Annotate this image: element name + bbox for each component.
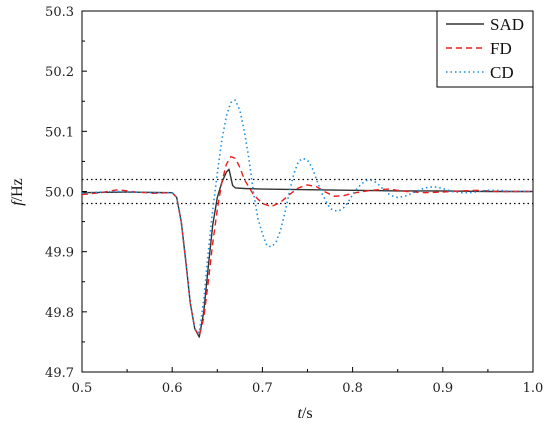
x-tick-label: 1.0 (523, 381, 544, 396)
series-line-fd (81, 155, 533, 337)
legend: SAD FD CD (436, 10, 534, 88)
x-tick-label: 0.6 (162, 381, 183, 396)
y-tick-label: 50.2 (45, 65, 74, 80)
y-tick-label: 49.8 (45, 306, 74, 321)
reference-lines (82, 178, 533, 205)
y-tick-label: 50.0 (45, 186, 74, 201)
series-line-sad (81, 168, 533, 338)
y-tick-label: 50.3 (45, 5, 74, 20)
x-tick-label: 0.7 (252, 381, 273, 396)
legend-label-sad: SAD (490, 15, 524, 34)
y-tick-label: 50.1 (45, 125, 74, 140)
y-tick-label: 49.9 (45, 246, 74, 261)
x-tick-label: 0.8 (342, 381, 363, 396)
legend-label-fd: FD (490, 39, 512, 58)
x-axis-title: t/s (297, 405, 312, 422)
x-tick-label: 0.9 (432, 381, 453, 396)
y-axis-title: f/Hz (9, 178, 26, 206)
y-tick-label: 49.7 (45, 366, 74, 381)
series-line-cd (81, 99, 533, 334)
x-tick-label: 0.5 (72, 381, 93, 396)
legend-label-cd: CD (490, 63, 514, 82)
x-axis-ticks: 0.5 0.6 0.7 0.8 0.9 1.0 (72, 367, 544, 396)
series-lines (81, 99, 533, 338)
y-axis-ticks: 49.7 49.8 49.9 50.0 50.1 50.2 50.3 (45, 5, 87, 381)
